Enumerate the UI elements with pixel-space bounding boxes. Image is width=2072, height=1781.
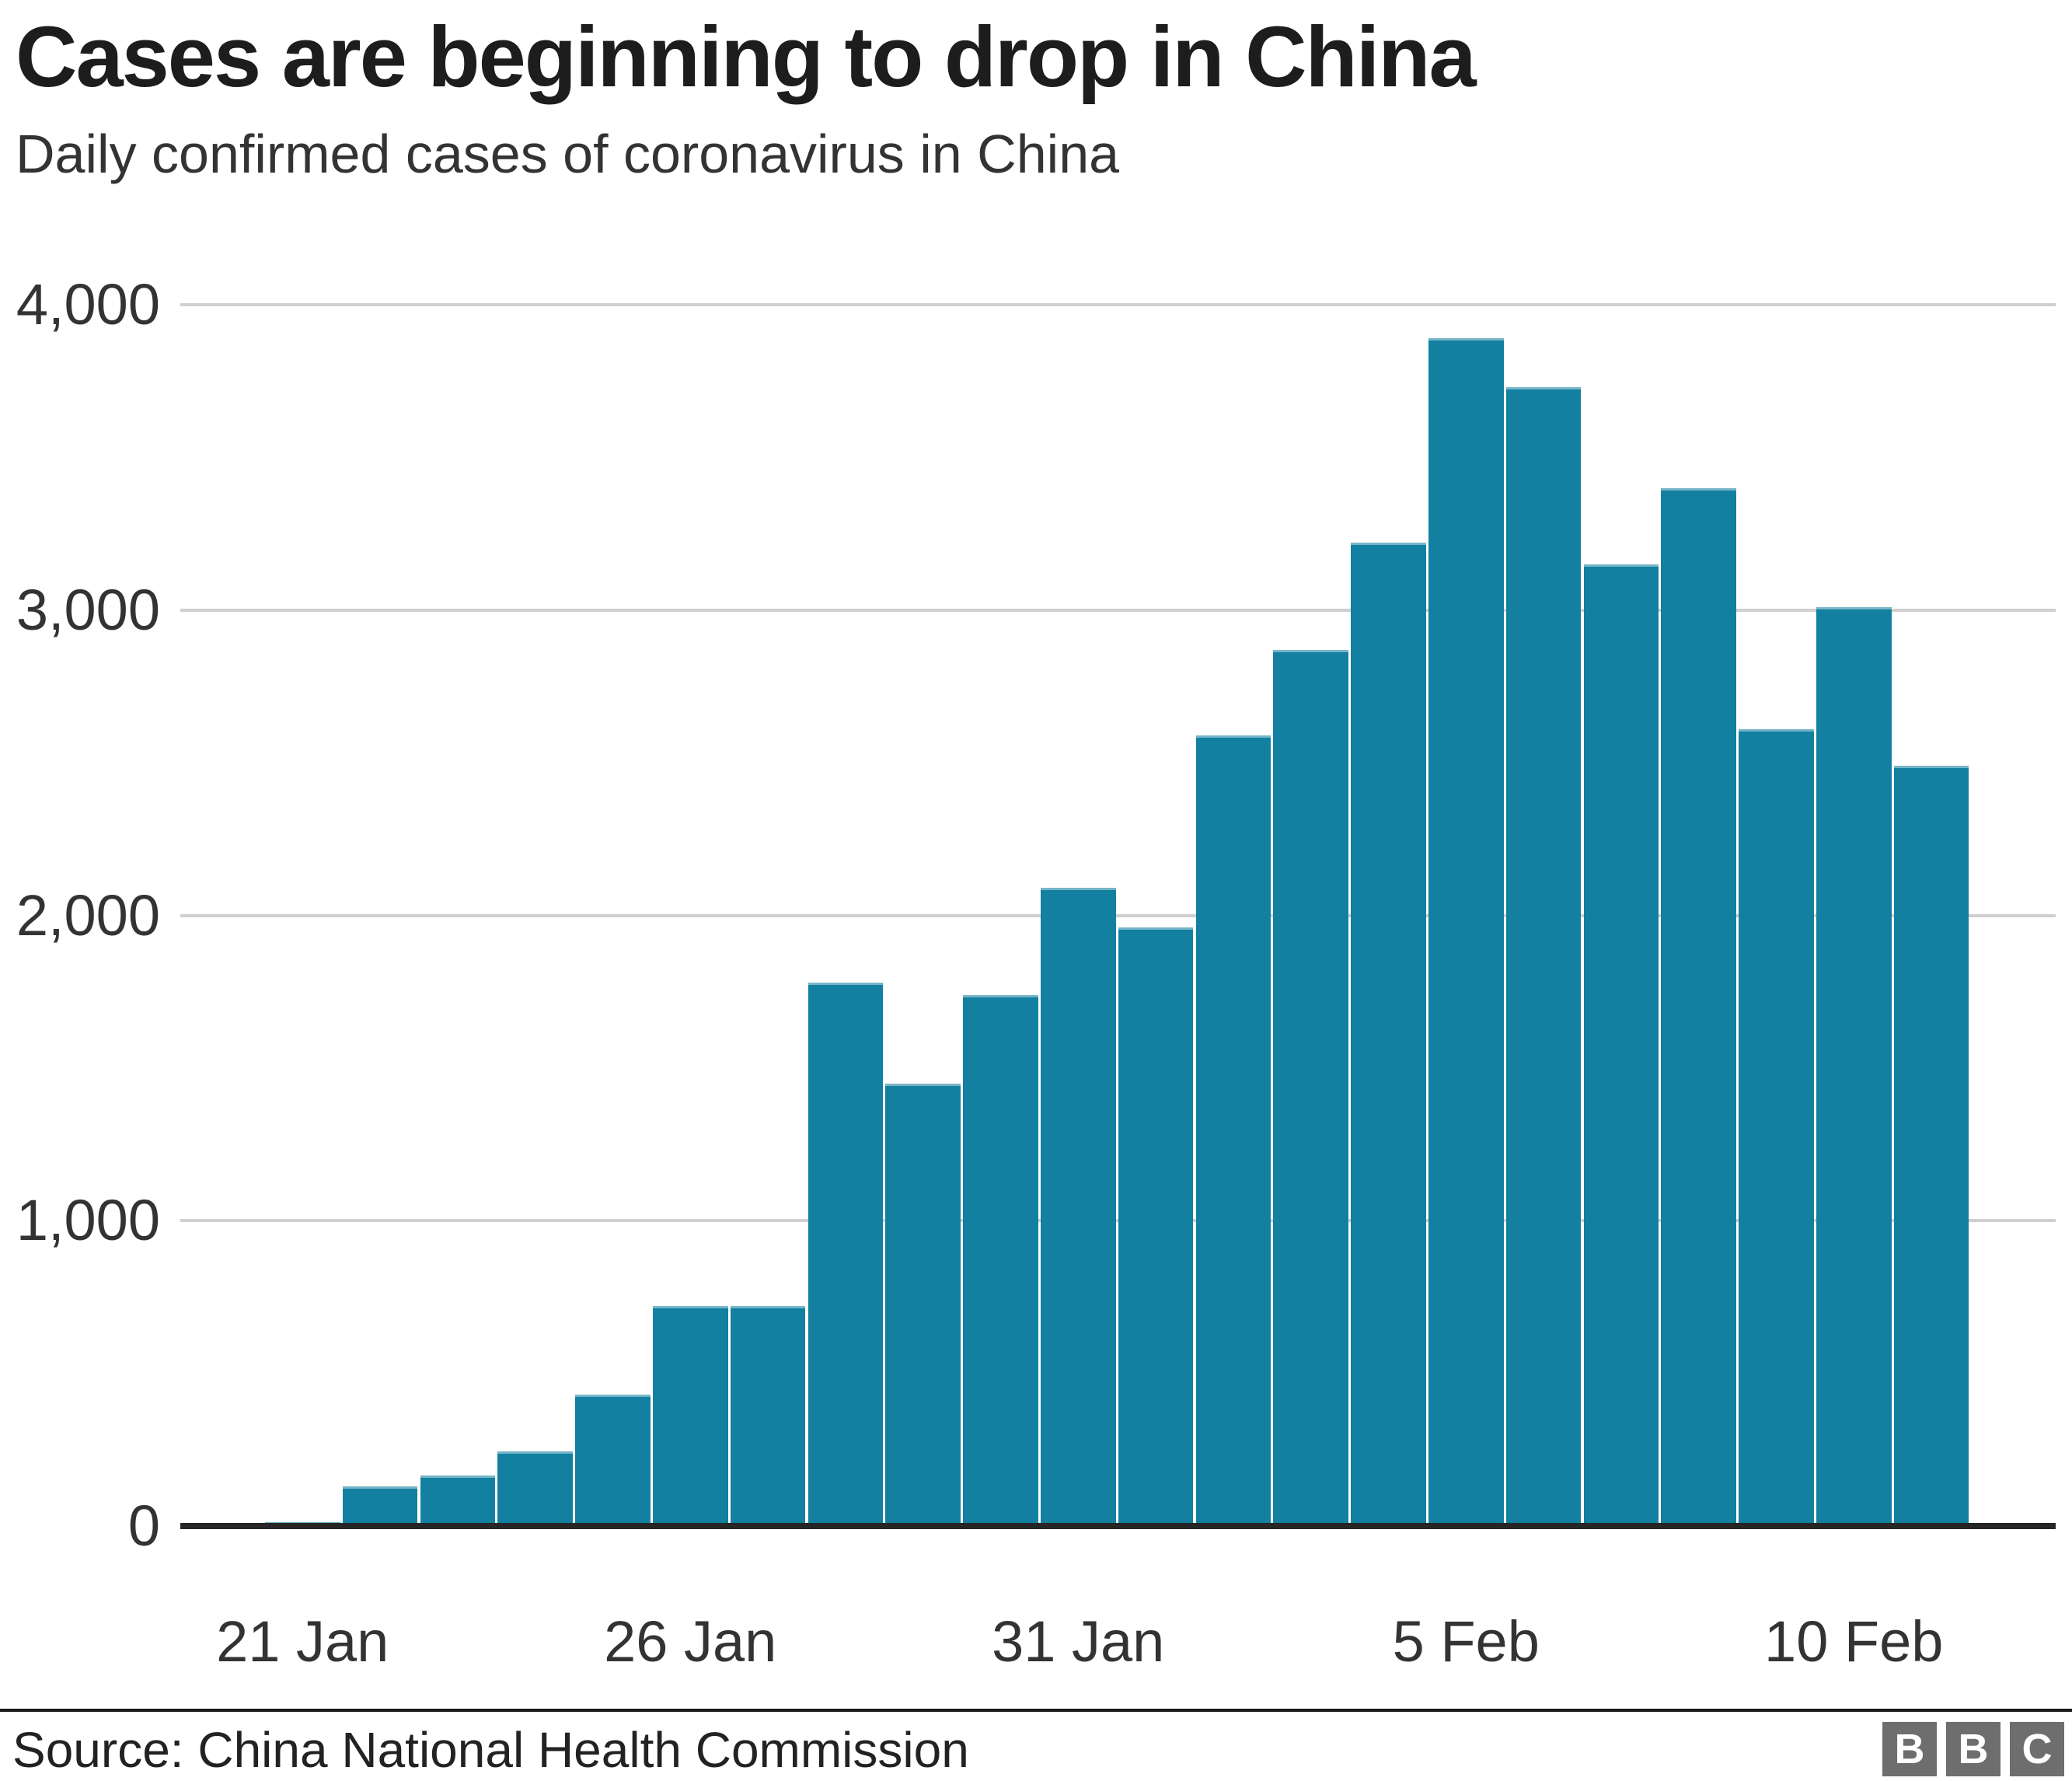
y-axis-label-1000: 1,000: [16, 1188, 160, 1253]
x-axis-label-21-jan: 21 Jan: [216, 1609, 389, 1674]
source-caption: Source: China National Health Commission: [12, 1722, 969, 1778]
bar-26-jan: [653, 1306, 728, 1526]
gridline-3000: [180, 608, 2056, 612]
y-axis-label-0: 0: [127, 1493, 160, 1558]
x-axis-label-26-jan: 26 Jan: [604, 1609, 777, 1674]
bar-7-feb: [1583, 564, 1659, 1526]
bar-11-feb: [1893, 766, 1969, 1526]
footer-divider: [0, 1709, 2072, 1712]
bar-3-feb: [1273, 649, 1348, 1526]
bar-22-jan: [342, 1486, 418, 1526]
x-axis-label-10-feb: 10 Feb: [1764, 1609, 1944, 1674]
bar-8-feb: [1661, 487, 1736, 1526]
bar-9-feb: [1739, 728, 1814, 1526]
bbc-logo-block-b: B: [1946, 1722, 2000, 1776]
bar-29-jan: [885, 1083, 961, 1526]
bbc-logo-block-b: B: [1882, 1722, 1937, 1776]
bar-6-feb: [1505, 387, 1582, 1526]
bar-27-jan: [730, 1306, 806, 1526]
page-subtitle: Daily confirmed cases of coronavirus in …: [16, 124, 1120, 184]
bbc-logo-block-c: C: [2010, 1722, 2064, 1776]
gridline-4000: [180, 303, 2056, 306]
page-title: Cases are beginning to drop in China: [16, 9, 1477, 105]
bar-4-feb: [1351, 543, 1426, 1526]
gridline-1000: [180, 1219, 2056, 1223]
bar-1-feb: [1118, 927, 1194, 1526]
bar-10-feb: [1816, 606, 1892, 1526]
x-axis-baseline: [180, 1523, 2056, 1529]
bar-23-jan: [420, 1475, 496, 1526]
plot-area: [180, 303, 2056, 1529]
y-axis-label-2000: 2,000: [16, 882, 160, 948]
bar-25-jan: [575, 1395, 651, 1526]
bar-31-jan: [1041, 888, 1116, 1526]
y-axis-label-4000: 4,000: [16, 272, 160, 337]
bar-5-feb: [1428, 338, 1504, 1526]
bar-30-jan: [963, 994, 1038, 1526]
x-axis-label-5-feb: 5 Feb: [1392, 1609, 1540, 1674]
bar-24-jan: [497, 1451, 573, 1526]
y-axis-label-3000: 3,000: [16, 577, 160, 642]
gridline-2000: [180, 913, 2056, 917]
x-axis-label-31-jan: 31 Jan: [992, 1609, 1165, 1674]
bar-2-feb: [1195, 735, 1271, 1526]
bar-28-jan: [808, 982, 884, 1526]
